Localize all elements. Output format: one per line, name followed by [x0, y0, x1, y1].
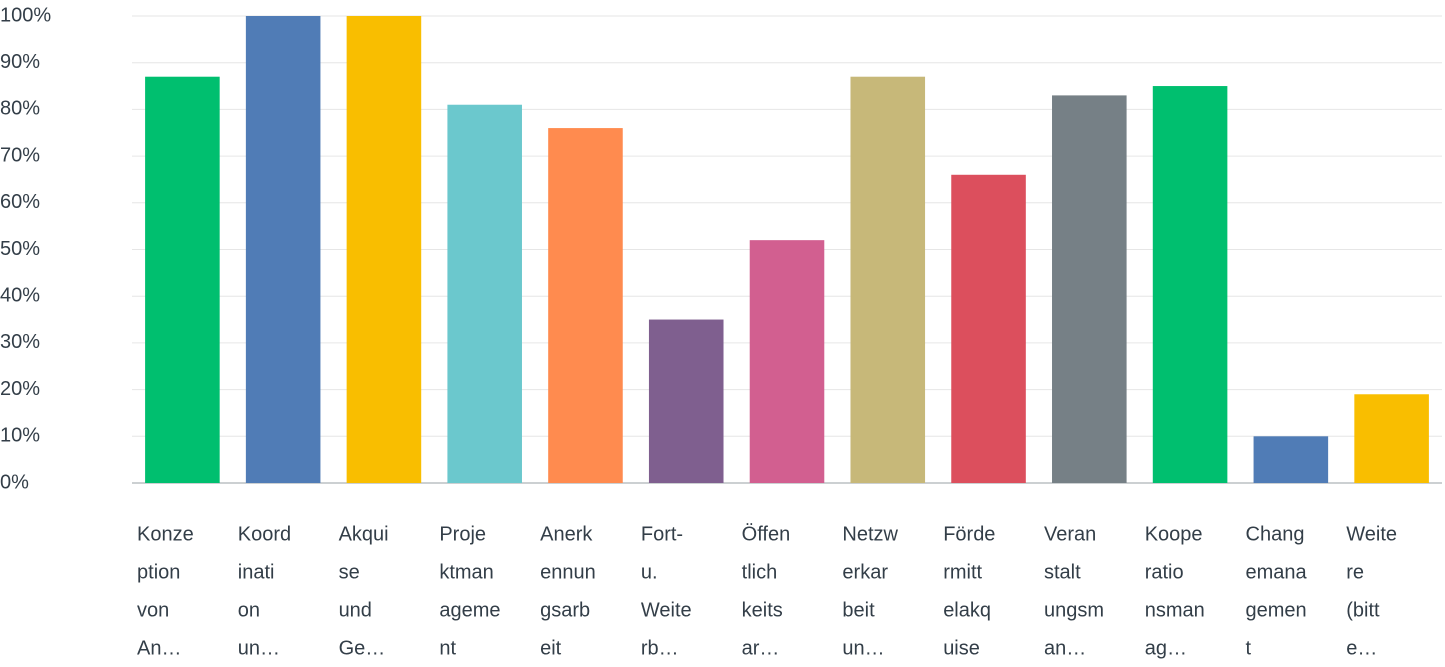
x-tick-label: von: [137, 599, 169, 621]
bar: [749, 240, 825, 483]
x-tick-label: uise: [943, 637, 980, 659]
x-tick-label: nt: [439, 637, 456, 659]
x-tick-label: ageme: [439, 599, 500, 621]
x-tick-label: ennun: [540, 561, 596, 583]
bar: [850, 76, 926, 484]
x-tick-label: emana: [1246, 561, 1308, 583]
x-tick-label: rmitt: [943, 561, 982, 583]
bar: [346, 16, 422, 483]
x-tick-label: Ge…: [339, 637, 386, 659]
x-tick-label: Konze: [137, 523, 194, 545]
x-tick-label: gsarb: [540, 599, 590, 621]
y-tick-label: 50%: [0, 238, 40, 260]
y-tick-label: 60%: [0, 191, 40, 213]
bar: [1052, 95, 1127, 483]
y-tick-label: 80%: [0, 98, 40, 120]
y-tick-label: 20%: [0, 378, 40, 400]
x-tick-label: keits: [742, 599, 783, 621]
x-tick-label: gemen: [1246, 599, 1307, 621]
x-tick-label: Öffen: [742, 523, 791, 545]
x-tick-label: on: [238, 599, 260, 621]
bar: [145, 76, 220, 484]
x-tick-label: un…: [238, 637, 280, 659]
y-tick-label: 90%: [0, 51, 40, 73]
x-tick-label: stalt: [1044, 561, 1081, 583]
bar: [447, 104, 522, 483]
x-tick-label: erkar: [842, 561, 888, 583]
bar: [1253, 436, 1329, 483]
y-tick-label: 70%: [0, 144, 40, 166]
bar: [1152, 86, 1228, 484]
y-tick-label: 40%: [0, 284, 40, 306]
x-tick-label: ar…: [742, 637, 780, 659]
x-tick-label: ag…: [1145, 637, 1187, 659]
x-tick-label: elakq: [943, 599, 991, 621]
x-tick-label: beit: [842, 599, 875, 621]
x-tick-label: e…: [1346, 637, 1377, 659]
x-tick-label: Koope: [1145, 523, 1203, 545]
x-tick-label: re: [1346, 561, 1364, 583]
x-tick-label: rb…: [641, 637, 679, 659]
bar: [548, 128, 623, 483]
x-tick-label: inati: [238, 561, 275, 583]
bar: [1354, 394, 1429, 483]
x-tick-label: Akqui: [339, 523, 389, 545]
x-tick-label: ratio: [1145, 561, 1184, 583]
x-tick-label: se: [339, 561, 360, 583]
x-tick-label: tlich: [742, 561, 778, 583]
bar: [648, 319, 724, 483]
y-tick-label: 0%: [0, 471, 29, 493]
x-tick-label: Veran: [1044, 523, 1096, 545]
x-tick-label: Förde: [943, 523, 995, 545]
x-tick-label: ungsm: [1044, 599, 1104, 621]
x-tick-label: u.: [641, 561, 658, 583]
y-tick-label: 30%: [0, 331, 40, 353]
y-tick-label: 100%: [0, 4, 51, 26]
x-tick-label: Netzw: [842, 523, 898, 545]
x-tick-label: An…: [137, 637, 181, 659]
y-tick-label: 10%: [0, 425, 40, 447]
x-tick-label: nsman: [1145, 599, 1205, 621]
bar: [951, 174, 1026, 483]
x-tick-label: (bitt: [1346, 599, 1380, 621]
x-tick-label: und: [339, 599, 372, 621]
x-tick-label: eit: [540, 637, 562, 659]
x-tick-label: Koord: [238, 523, 291, 545]
x-tick-label: Anerk: [540, 523, 593, 545]
x-tick-label: Weite: [641, 599, 692, 621]
x-tick-label: Chang: [1246, 523, 1305, 545]
x-tick-label: ption: [137, 561, 180, 583]
x-tick-label: Proje: [439, 523, 486, 545]
x-tick-label: ktman: [439, 561, 493, 583]
x-tick-label: an…: [1044, 637, 1086, 659]
x-tick-label: t: [1246, 637, 1252, 659]
x-tick-label: Weite: [1346, 523, 1397, 545]
x-tick-label: un…: [842, 637, 884, 659]
bar: [245, 16, 321, 483]
x-tick-label: Fort-: [641, 523, 683, 545]
